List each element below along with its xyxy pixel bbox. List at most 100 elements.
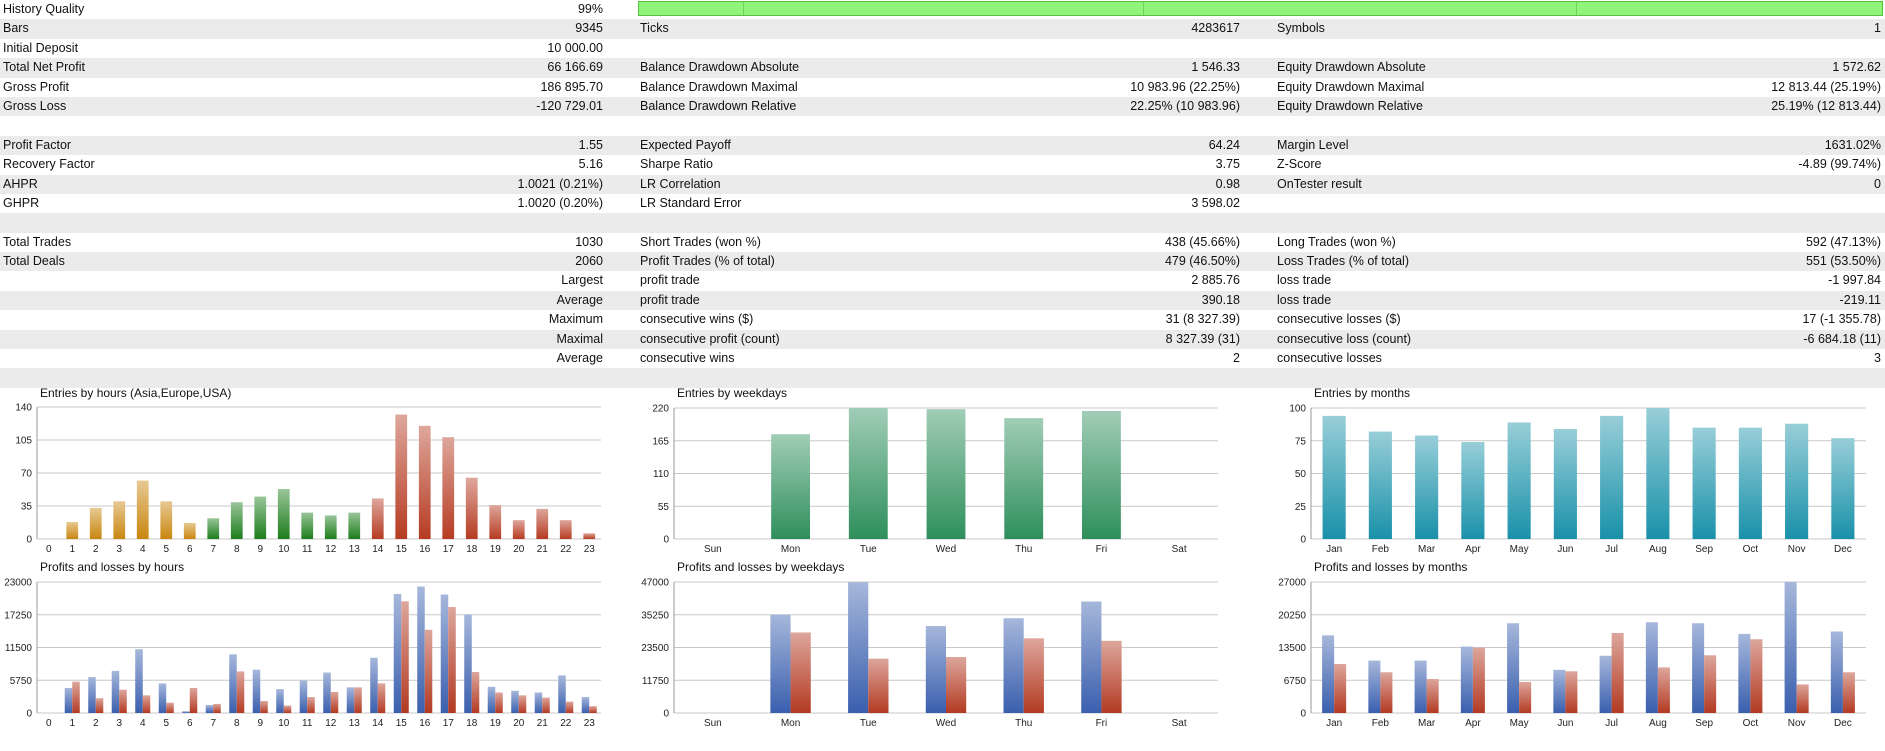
profit-bar	[323, 672, 331, 713]
profit-bar	[252, 669, 261, 713]
x-tick-label: 2	[93, 544, 99, 555]
y-tick-label: 5750	[10, 676, 33, 687]
bar	[489, 505, 502, 539]
bar	[395, 414, 408, 539]
bar	[512, 520, 525, 539]
stat-value-2: 3.75	[1215, 157, 1240, 172]
bar	[1004, 418, 1044, 539]
bar	[324, 515, 337, 539]
profit-bar	[1368, 660, 1381, 713]
profit-bar	[848, 582, 869, 713]
x-tick-label: 17	[443, 718, 455, 729]
x-tick-label: 23	[584, 718, 596, 729]
loss-bar	[1842, 672, 1855, 713]
x-tick-label: 14	[372, 718, 384, 729]
loss-bar	[283, 705, 292, 713]
stat-value-3: 1631.02%	[1824, 137, 1881, 152]
profit-bar	[88, 677, 96, 713]
profit-bar	[1738, 633, 1751, 713]
x-tick-label: 20	[513, 718, 525, 729]
x-tick-label: 15	[396, 718, 408, 729]
stat-value-2: 479 (46.50%)	[1164, 254, 1240, 269]
y-tick-label: 0	[663, 709, 669, 720]
y-tick-label: 6750	[1284, 676, 1307, 687]
y-tick-label: 0	[1300, 535, 1306, 546]
x-tick-label: 8	[234, 544, 240, 555]
loss-bar	[1611, 632, 1624, 713]
stat-label-2: Balance Drawdown Relative	[640, 98, 797, 113]
stat-label-3: consecutive losses	[1277, 351, 1382, 366]
profit-bar	[558, 675, 566, 713]
separator-row	[0, 116, 1885, 135]
stat-label-3: Equity Drawdown Relative	[1277, 98, 1423, 113]
stat-value-3: 17 (-1 355.78)	[1802, 312, 1881, 327]
x-tick-label: Wed	[936, 718, 956, 729]
x-tick-label: 10	[278, 718, 290, 729]
y-tick-label: 70	[21, 469, 33, 480]
x-tick-label: Dec	[1834, 718, 1852, 729]
x-tick-label: Jun	[1557, 544, 1573, 555]
pl_weekdays-chart: Profits and losses by weekdays 0 11750 2350…	[641, 560, 1218, 729]
pl_hours-chart: Profits and losses by hours0575011500172…	[4, 560, 601, 729]
bar	[207, 518, 220, 539]
x-tick-label: Mar	[1418, 544, 1436, 555]
loss-bar	[213, 703, 221, 713]
x-tick-label: Sep	[1695, 718, 1713, 729]
bar	[418, 425, 431, 539]
stat-value-3: -219.11	[1839, 292, 1881, 307]
loss-bar	[1565, 671, 1578, 713]
x-tick-label: 9	[257, 718, 263, 729]
stat-label-2: Balance Drawdown Absolute	[640, 60, 800, 75]
stat-label-2: LR Correlation	[640, 176, 721, 191]
bar	[771, 434, 810, 539]
x-tick-label: May	[1510, 544, 1529, 555]
x-tick-label: Thu	[1015, 718, 1032, 729]
stat-label-1: GHPR	[3, 195, 40, 210]
profit-bar	[276, 689, 284, 713]
bar	[371, 498, 384, 539]
loss-bar	[142, 695, 151, 713]
x-tick-label: 21	[537, 544, 549, 555]
stat-value-3: 12 813.44 (25.19%)	[1771, 79, 1881, 94]
profit-bar	[370, 657, 378, 713]
loss-bar	[189, 687, 198, 713]
loss-bar	[1334, 663, 1347, 713]
bar	[66, 522, 79, 539]
bar	[1082, 410, 1121, 539]
x-tick-label: Tue	[860, 544, 877, 555]
y-tick-label: 27000	[1278, 578, 1306, 589]
loss-bar	[1472, 647, 1485, 713]
y-tick-label: 75	[1295, 436, 1307, 447]
chart-title: Profits and losses by hours	[40, 560, 184, 574]
y-tick-label: 35250	[641, 610, 669, 621]
x-tick-label: Sun	[704, 544, 722, 555]
stat-value-3: 551 (53.50%)	[1805, 254, 1881, 269]
x-tick-label: 5	[163, 544, 169, 555]
stat-row: Average consecutive wins 2 consecutive loss…	[0, 349, 1885, 368]
y-tick-label: 23000	[4, 578, 32, 589]
x-tick-label: 6	[187, 544, 193, 555]
stat-row: Bars 9345 Ticks 4283617 Symbols 1	[0, 19, 1885, 39]
x-tick-label: 21	[537, 718, 549, 729]
loss-bar	[1796, 684, 1809, 713]
x-tick-label: 9	[257, 544, 263, 555]
stat-label-3: Long Trades (won %)	[1277, 234, 1396, 249]
x-tick-label: Mon	[781, 718, 800, 729]
stat-row: Total Deals 2060 Profit Trades (% of total…	[0, 252, 1885, 272]
profit-bar	[158, 683, 167, 713]
bar	[1692, 427, 1716, 539]
bar	[1507, 422, 1531, 539]
x-tick-label: 16	[419, 544, 431, 555]
x-tick-label: 4	[140, 718, 146, 729]
x-tick-label: Thu	[1015, 544, 1032, 555]
stat-label-1: AHPR	[3, 176, 38, 191]
stat-value-2: 0.98	[1215, 176, 1240, 191]
x-tick-label: 19	[490, 718, 502, 729]
stat-value-2: 31 (8 327.39)	[1165, 312, 1240, 327]
y-tick-label: 25	[1295, 502, 1307, 513]
bar	[559, 520, 572, 539]
loss-bar	[448, 607, 456, 713]
report-table: History Quality 99% Bars 9345 Ticks 4283617…	[0, 1, 1885, 388]
profit-bar	[1645, 622, 1658, 713]
x-tick-label: 0	[46, 718, 52, 729]
